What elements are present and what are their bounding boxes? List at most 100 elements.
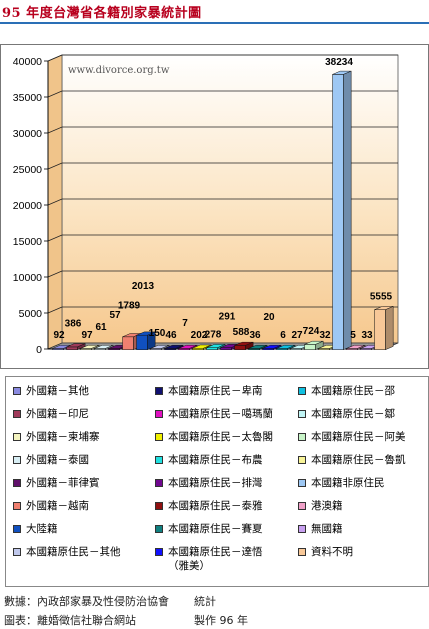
gridline-diag	[47, 90, 63, 98]
legend-swatch	[298, 456, 306, 464]
y-tick-label: 0	[36, 344, 42, 356]
data-label-21: 38234	[325, 57, 353, 68]
data-label-23: 33	[361, 330, 373, 341]
legend-label: 本國籍原住民－賽夏	[168, 523, 263, 535]
legend-label: 本國籍原住民－鄒	[311, 408, 395, 420]
y-tick-label: 5000	[19, 308, 43, 320]
data-label-19: 724	[303, 326, 320, 337]
bar-19	[304, 340, 324, 351]
legend-label: 大陸籍	[26, 523, 58, 535]
data-label-12: 278	[205, 329, 222, 340]
bar-17	[276, 344, 296, 351]
bar-10	[178, 344, 198, 351]
footer-source-label: 數據：內政部家暴及性侵防治協會	[4, 595, 169, 608]
data-label-24: 5555	[370, 291, 393, 302]
legend-label: 本國籍原住民－其他	[26, 546, 121, 558]
gridline-diag	[47, 198, 63, 206]
data-label-9: 46	[165, 330, 177, 341]
title-rule	[0, 22, 429, 24]
bar-22	[346, 344, 366, 351]
data-label-17: 6	[280, 330, 286, 341]
footer-source-right: 統計	[194, 595, 216, 608]
legend-label: 本國籍原住民－噶瑪蘭	[168, 408, 273, 420]
legend-label: 本國籍原住民－泰雅	[168, 500, 263, 512]
legend-label: 本國籍原住民－阿美	[311, 431, 406, 443]
bar-chart: 0 5000 10000 15000 20000 25000 30000 35000 40000…	[13, 54, 399, 356]
legend-swatch	[155, 548, 163, 556]
data-label-14: 588	[233, 327, 250, 338]
legend-label: 外國籍－柬埔寨	[26, 431, 100, 443]
footer-chart-label: 圖表：離婚徵信社聯合網站	[4, 614, 136, 627]
legend-label: 本國籍原住民－排灣	[168, 477, 263, 489]
data-label-20: 32	[319, 330, 331, 341]
legend-label: 本國籍原住民－邵	[311, 385, 395, 397]
data-label-10: 7	[182, 318, 188, 329]
legend-label: 本國籍非原住民	[311, 477, 385, 489]
data-label-18: 27	[291, 330, 303, 341]
data-label-8: 150	[149, 328, 166, 339]
bar-24	[374, 306, 394, 351]
legend-swatch	[155, 456, 163, 464]
page-title: 95 年度台灣省各籍別家暴統計圖	[2, 6, 202, 21]
legend-swatch	[13, 548, 21, 556]
legend-swatch	[298, 433, 306, 441]
y-tick-label: 40000	[13, 56, 42, 68]
bar-4	[94, 344, 114, 351]
legend-swatch	[13, 479, 21, 487]
legend-label: 外國籍－菲律賓	[26, 477, 100, 489]
bar-9	[164, 344, 184, 351]
legend-swatch	[298, 387, 306, 395]
legend-swatch	[13, 525, 21, 533]
data-label-1: 92	[53, 330, 65, 341]
bar-15	[248, 344, 268, 351]
gridline-diag	[47, 126, 63, 134]
legend-swatch	[13, 410, 21, 418]
legend-label: 本國籍原住民－卑南	[168, 385, 263, 397]
y-tick-label: 25000	[13, 164, 42, 176]
footer-chart: 圖表：離婚徵信社聯合網站 製作 96 年	[4, 612, 248, 628]
y-tick-label: 15000	[13, 236, 42, 248]
legend-swatch	[155, 433, 163, 441]
bar-3	[80, 344, 100, 351]
legend-label: 資料不明	[311, 546, 353, 558]
legend-swatch	[298, 410, 306, 418]
legend-label: 本國籍原住民－太魯閣	[168, 431, 273, 443]
chart-legend: 外國籍－其他 本國籍原住民－卑南 本國籍原住民－邵 外國籍－印尼 本國籍原住民－噶瑪蘭本…	[5, 376, 429, 587]
legend-swatch	[13, 502, 21, 510]
legend-swatch	[13, 387, 21, 395]
legend-label: 本國籍原住民－達悟	[168, 546, 263, 558]
data-label-15: 36	[249, 330, 261, 341]
gridline-diag	[47, 234, 63, 242]
legend-label: 無國籍	[311, 523, 343, 535]
legend-label: 本國籍原住民－魯凱	[311, 454, 406, 466]
data-label-4: 61	[95, 322, 107, 333]
legend-label: 外國籍－越南	[26, 500, 89, 512]
bar-21	[332, 70, 352, 351]
legend-label: 外國籍－泰國	[26, 454, 89, 466]
legend-swatch	[13, 456, 21, 464]
legend-swatch	[155, 410, 163, 418]
data-label-7: 2013	[132, 281, 155, 292]
data-label-5: 57	[109, 310, 121, 321]
gridline-diag	[47, 54, 63, 62]
legend-swatch	[298, 525, 306, 533]
y-tick-label: 35000	[13, 92, 42, 104]
data-label-13: 291	[219, 311, 236, 322]
legend-swatch	[298, 502, 306, 510]
legend-label: 本國籍原住民－布農	[168, 454, 263, 466]
data-label-16: 20	[263, 312, 275, 323]
data-label-11: 202	[191, 330, 208, 341]
legend-swatch	[13, 433, 21, 441]
data-label-22: 5	[350, 330, 356, 341]
y-tick-label: 10000	[13, 272, 42, 284]
legend-swatch	[155, 525, 163, 533]
legend-swatch	[298, 479, 306, 487]
legend-swatch	[155, 387, 163, 395]
data-label-2: 386	[65, 319, 82, 330]
bar-7	[136, 331, 156, 351]
gridline-diag	[47, 162, 63, 170]
y-tick-label: 30000	[13, 128, 42, 140]
legend-label-continuation: （雅美）	[168, 560, 210, 572]
data-label-6: 1789	[118, 301, 141, 312]
gridline-diag	[47, 270, 63, 278]
